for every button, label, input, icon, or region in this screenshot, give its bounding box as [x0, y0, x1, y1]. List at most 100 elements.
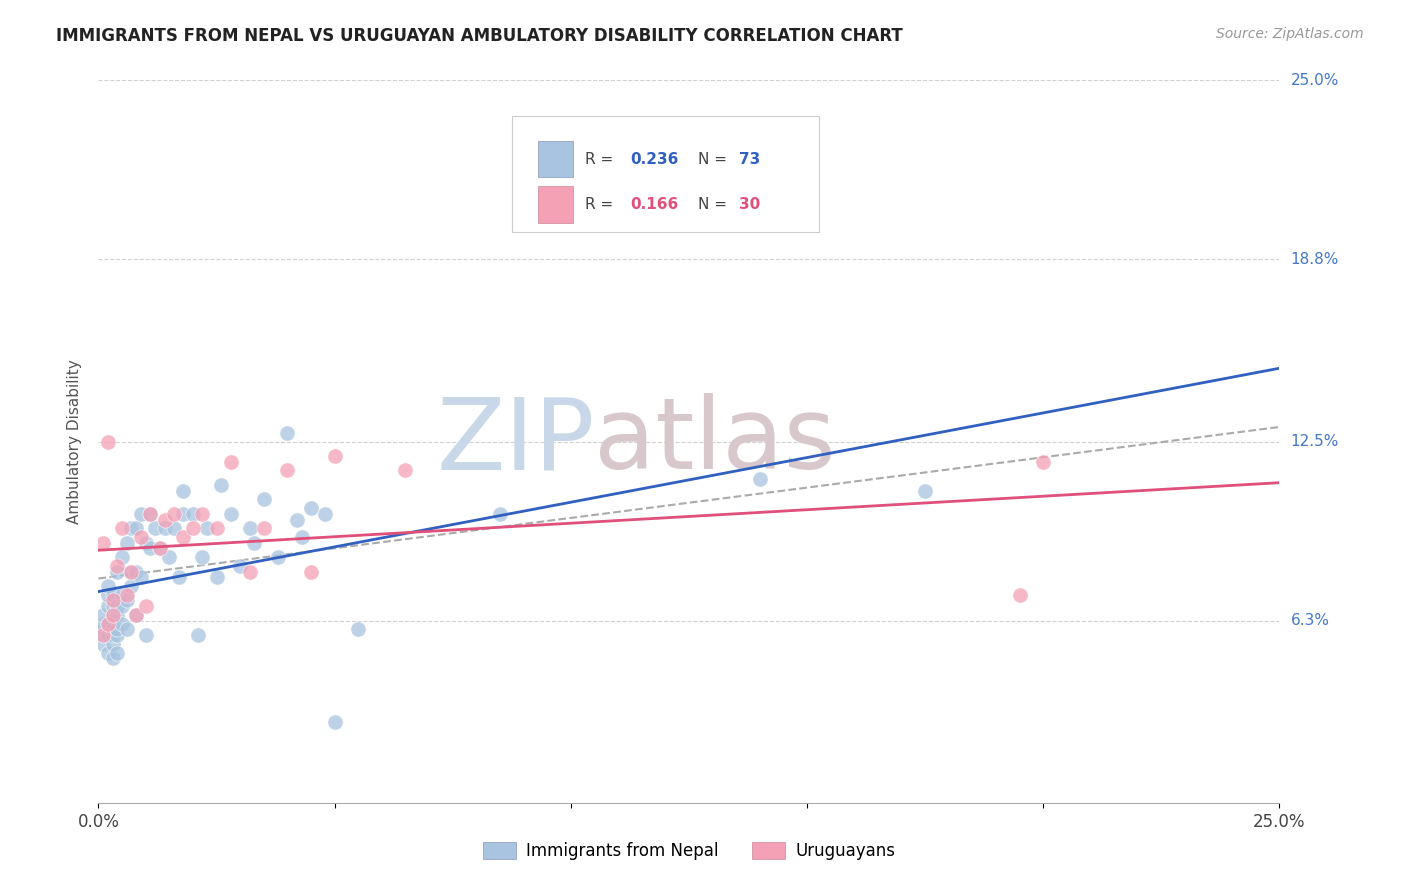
Text: R =: R = — [585, 152, 619, 167]
Immigrants from Nepal — [187, 628, 209, 642]
Uruguayans — [111, 521, 134, 535]
Uruguayans — [97, 616, 120, 631]
Immigrants from Nepal — [91, 637, 114, 651]
Immigrants from Nepal — [239, 521, 262, 535]
Immigrants from Nepal — [121, 521, 143, 535]
Text: 6.3%: 6.3% — [1291, 613, 1330, 628]
Immigrants from Nepal — [285, 512, 308, 526]
Uruguayans — [172, 530, 194, 544]
Text: 0.236: 0.236 — [630, 152, 678, 167]
Immigrants from Nepal — [209, 478, 232, 492]
Text: atlas: atlas — [595, 393, 837, 490]
Immigrants from Nepal — [97, 628, 120, 642]
Immigrants from Nepal — [314, 507, 336, 521]
Immigrants from Nepal — [219, 507, 242, 521]
Uruguayans — [135, 599, 157, 614]
Bar — [537, 186, 574, 223]
Immigrants from Nepal — [101, 588, 124, 602]
Bar — [537, 141, 574, 178]
Immigrants from Nepal — [139, 507, 162, 521]
Immigrants from Nepal — [157, 550, 180, 565]
Immigrants from Nepal — [97, 616, 120, 631]
Immigrants from Nepal — [172, 507, 194, 521]
Uruguayans — [97, 434, 120, 449]
Immigrants from Nepal — [129, 570, 152, 584]
Immigrants from Nepal — [135, 628, 157, 642]
Immigrants from Nepal — [105, 565, 128, 579]
Immigrants from Nepal — [101, 651, 124, 665]
Immigrants from Nepal — [91, 628, 114, 642]
Text: ZIP: ZIP — [436, 393, 595, 490]
Immigrants from Nepal — [115, 535, 138, 549]
Immigrants from Nepal — [105, 599, 128, 614]
Text: IMMIGRANTS FROM NEPAL VS URUGUAYAN AMBULATORY DISABILITY CORRELATION CHART: IMMIGRANTS FROM NEPAL VS URUGUAYAN AMBUL… — [56, 27, 903, 45]
Immigrants from Nepal — [205, 570, 228, 584]
Uruguayans — [101, 593, 124, 607]
Uruguayans — [91, 628, 114, 642]
Immigrants from Nepal — [101, 607, 124, 622]
Uruguayans — [191, 507, 214, 521]
Immigrants from Nepal — [111, 550, 134, 565]
Immigrants from Nepal — [143, 521, 166, 535]
Uruguayans — [205, 521, 228, 535]
Uruguayans — [239, 565, 262, 579]
Text: 0.166: 0.166 — [630, 197, 678, 212]
Uruguayans — [219, 455, 242, 469]
Immigrants from Nepal — [105, 628, 128, 642]
Text: 12.5%: 12.5% — [1291, 434, 1339, 449]
Uruguayans — [125, 607, 148, 622]
Immigrants from Nepal — [191, 550, 214, 565]
Immigrants from Nepal — [195, 521, 218, 535]
Immigrants from Nepal — [97, 588, 120, 602]
Immigrants from Nepal — [135, 535, 157, 549]
Uruguayans — [105, 558, 128, 573]
Immigrants from Nepal — [91, 616, 114, 631]
Immigrants from Nepal — [121, 579, 143, 593]
Immigrants from Nepal — [243, 535, 266, 549]
Immigrants from Nepal — [149, 541, 172, 556]
Immigrants from Nepal — [125, 607, 148, 622]
Immigrants from Nepal — [914, 483, 936, 498]
Immigrants from Nepal — [105, 607, 128, 622]
Uruguayans — [101, 607, 124, 622]
Immigrants from Nepal — [163, 521, 186, 535]
Uruguayans — [129, 530, 152, 544]
Immigrants from Nepal — [323, 714, 346, 729]
Uruguayans — [139, 507, 162, 521]
Text: R =: R = — [585, 197, 619, 212]
Text: 73: 73 — [738, 152, 759, 167]
Uruguayans — [299, 565, 322, 579]
Uruguayans — [1008, 588, 1031, 602]
Uruguayans — [163, 507, 186, 521]
Immigrants from Nepal — [290, 530, 312, 544]
Immigrants from Nepal — [111, 616, 134, 631]
Uruguayans — [121, 565, 143, 579]
Uruguayans — [323, 449, 346, 463]
Immigrants from Nepal — [229, 558, 252, 573]
Immigrants from Nepal — [276, 425, 298, 440]
Immigrants from Nepal — [101, 628, 124, 642]
Immigrants from Nepal — [748, 472, 770, 486]
Immigrants from Nepal — [91, 623, 114, 637]
Immigrants from Nepal — [111, 588, 134, 602]
Text: 30: 30 — [738, 197, 759, 212]
Immigrants from Nepal — [139, 541, 162, 556]
Immigrants from Nepal — [97, 646, 120, 660]
Uruguayans — [276, 463, 298, 477]
Uruguayans — [181, 521, 204, 535]
Immigrants from Nepal — [101, 623, 124, 637]
Immigrants from Nepal — [105, 646, 128, 660]
Immigrants from Nepal — [115, 593, 138, 607]
Uruguayans — [394, 463, 416, 477]
Uruguayans — [253, 521, 276, 535]
Legend: Immigrants from Nepal, Uruguayans: Immigrants from Nepal, Uruguayans — [477, 835, 901, 867]
Immigrants from Nepal — [253, 492, 276, 507]
Immigrants from Nepal — [167, 570, 190, 584]
Immigrants from Nepal — [129, 507, 152, 521]
Immigrants from Nepal — [101, 637, 124, 651]
Immigrants from Nepal — [121, 565, 143, 579]
Immigrants from Nepal — [125, 565, 148, 579]
Immigrants from Nepal — [91, 607, 114, 622]
Y-axis label: Ambulatory Disability: Ambulatory Disability — [67, 359, 83, 524]
Immigrants from Nepal — [181, 507, 204, 521]
